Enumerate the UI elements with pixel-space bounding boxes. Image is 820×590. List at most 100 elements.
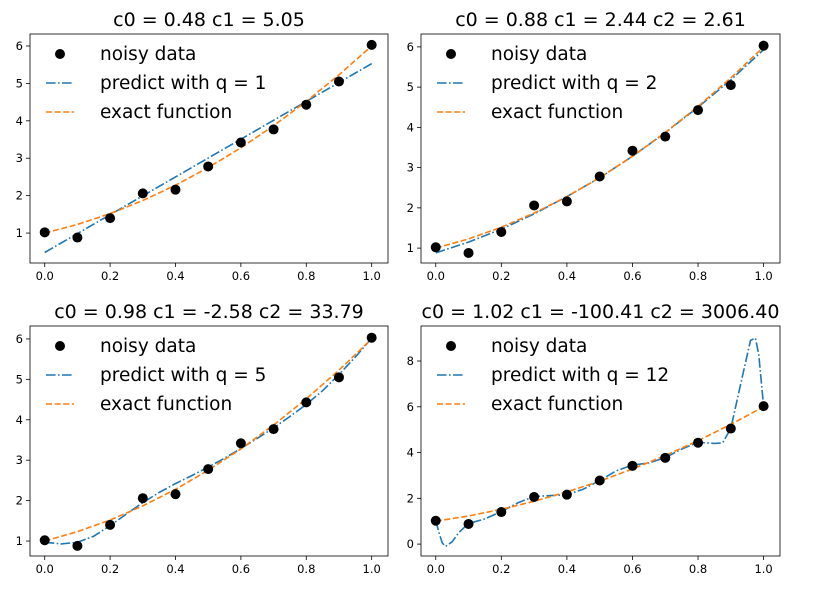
- data-point: [561, 489, 572, 500]
- legend-label: predict with q = 1: [100, 73, 266, 94]
- subplot-3: c0 = 0.98 c1 = -2.58 c2 = 33.79 0.0 0.2 0.4…: [16, 301, 389, 576]
- y-tick-label: 5: [407, 80, 414, 94]
- axes-frame: [420, 33, 781, 264]
- data-point: [594, 171, 605, 182]
- data-point: [301, 397, 312, 408]
- y-tick-label: 0: [407, 537, 414, 551]
- y-tick-label: 1: [407, 241, 414, 255]
- data-point: [430, 515, 441, 526]
- data-point: [561, 196, 572, 207]
- data-point: [725, 80, 736, 91]
- legend-label: noisy data: [491, 44, 587, 65]
- data-point: [203, 464, 214, 475]
- legend: noisy data predict with q = 1 exact functi…: [46, 44, 266, 123]
- x-tick-label: 0.6: [623, 562, 641, 576]
- legend-marker: [55, 341, 65, 351]
- y-tick-label: 5: [16, 372, 23, 386]
- y-tick-label: 6: [16, 39, 23, 53]
- data-point: [463, 247, 474, 258]
- data-point: [235, 137, 246, 148]
- subplot-4: c0 = 1.02 c1 = -100.41 c2 = 3006.40 0.0 0.…: [407, 301, 781, 576]
- y-tick-label: 4: [16, 413, 23, 427]
- axes-frame: [29, 33, 389, 264]
- y-tick-label: 2: [16, 189, 23, 203]
- legend-marker: [446, 341, 456, 351]
- x-tick-label: 1.0: [363, 269, 381, 283]
- y-tick-label: 6: [407, 40, 414, 54]
- x-tick-label: 1.0: [754, 269, 772, 283]
- x-tick-label: 0.6: [232, 269, 250, 283]
- data-point: [430, 242, 441, 253]
- data-point: [333, 372, 344, 383]
- data-point: [235, 438, 246, 449]
- data-point: [660, 131, 671, 142]
- plot-area: [430, 337, 769, 548]
- y-tick-label: 2: [16, 494, 23, 508]
- data-point: [203, 161, 214, 172]
- y-tick-label: 8: [407, 354, 414, 368]
- subplot-1: c0 = 0.48 c1 = 5.05 0.0 0.2 0.4 0.6 0.8 1.0 1 2 3…: [16, 9, 389, 283]
- data-point: [366, 332, 377, 343]
- y-tick-label: 3: [16, 151, 23, 165]
- data-point: [105, 213, 116, 224]
- x-tick-label: 0.4: [558, 269, 576, 283]
- plot-area: [39, 39, 377, 254]
- data-point: [496, 507, 507, 518]
- data-point: [366, 39, 377, 50]
- data-point: [39, 535, 50, 546]
- axes-frame: [420, 325, 781, 557]
- y-tick-label: 2: [407, 491, 414, 505]
- y-tick-label: 3: [16, 453, 23, 467]
- x-tick-label: 0.4: [166, 269, 184, 283]
- x-tick-label: 0.8: [297, 562, 315, 576]
- x-tick-label: 0.0: [36, 269, 54, 283]
- data-point: [594, 475, 605, 486]
- legend-marker: [446, 49, 456, 59]
- legend-label: predict with q = 2: [491, 73, 657, 94]
- y-tick-label: 6: [16, 332, 23, 346]
- x-tick-label: 0.8: [297, 269, 315, 283]
- x-tick-label: 0.2: [101, 269, 119, 283]
- exact-function-line: [435, 46, 765, 249]
- exact-function-line: [435, 406, 764, 522]
- x-tick-label: 0.6: [623, 269, 641, 283]
- subplot-2: c0 = 0.88 c1 = 2.44 c2 = 2.61 0.0 0.2 0.4 0.…: [407, 9, 781, 283]
- x-tick-label: 0.0: [427, 562, 445, 576]
- legend-label: noisy data: [491, 336, 587, 357]
- data-point: [105, 519, 116, 530]
- legend-label: predict with q = 12: [491, 365, 669, 386]
- legend-label: predict with q = 5: [100, 365, 266, 386]
- data-point: [758, 401, 769, 412]
- axes-frame: [29, 325, 389, 557]
- data-point: [39, 227, 50, 238]
- legend-label: exact function: [491, 394, 623, 415]
- y-tick-label: 3: [407, 161, 414, 175]
- y-tick-label: 1: [16, 226, 23, 240]
- data-point: [529, 491, 540, 502]
- y-tick-label: 4: [407, 120, 414, 134]
- y-tick-label: 2: [407, 201, 414, 215]
- legend-marker: [55, 49, 65, 59]
- legend-label: exact function: [491, 102, 623, 123]
- data-point: [170, 184, 181, 195]
- data-point: [333, 76, 344, 87]
- x-tick-label: 0.4: [558, 562, 576, 576]
- legend-label: exact function: [100, 394, 232, 415]
- exact-function-line: [44, 338, 373, 542]
- y-tick-label: 6: [407, 400, 414, 414]
- x-tick-label: 1.0: [754, 562, 772, 576]
- data-point: [693, 437, 704, 448]
- data-point: [463, 518, 474, 529]
- x-tick-label: 0.2: [492, 269, 510, 283]
- data-point: [301, 99, 312, 110]
- prediction-line: [44, 62, 373, 254]
- data-point: [72, 540, 83, 551]
- x-tick-label: 0.8: [689, 562, 707, 576]
- legend-label: noisy data: [100, 44, 196, 65]
- data-point: [627, 460, 638, 471]
- data-point: [627, 145, 638, 156]
- x-tick-label: 0.4: [166, 562, 184, 576]
- subplot-title: c0 = 0.98 c1 = -2.58 c2 = 33.79: [54, 301, 364, 323]
- legend: noisy data predict with q = 5 exact functi…: [46, 336, 266, 415]
- data-point: [529, 200, 540, 211]
